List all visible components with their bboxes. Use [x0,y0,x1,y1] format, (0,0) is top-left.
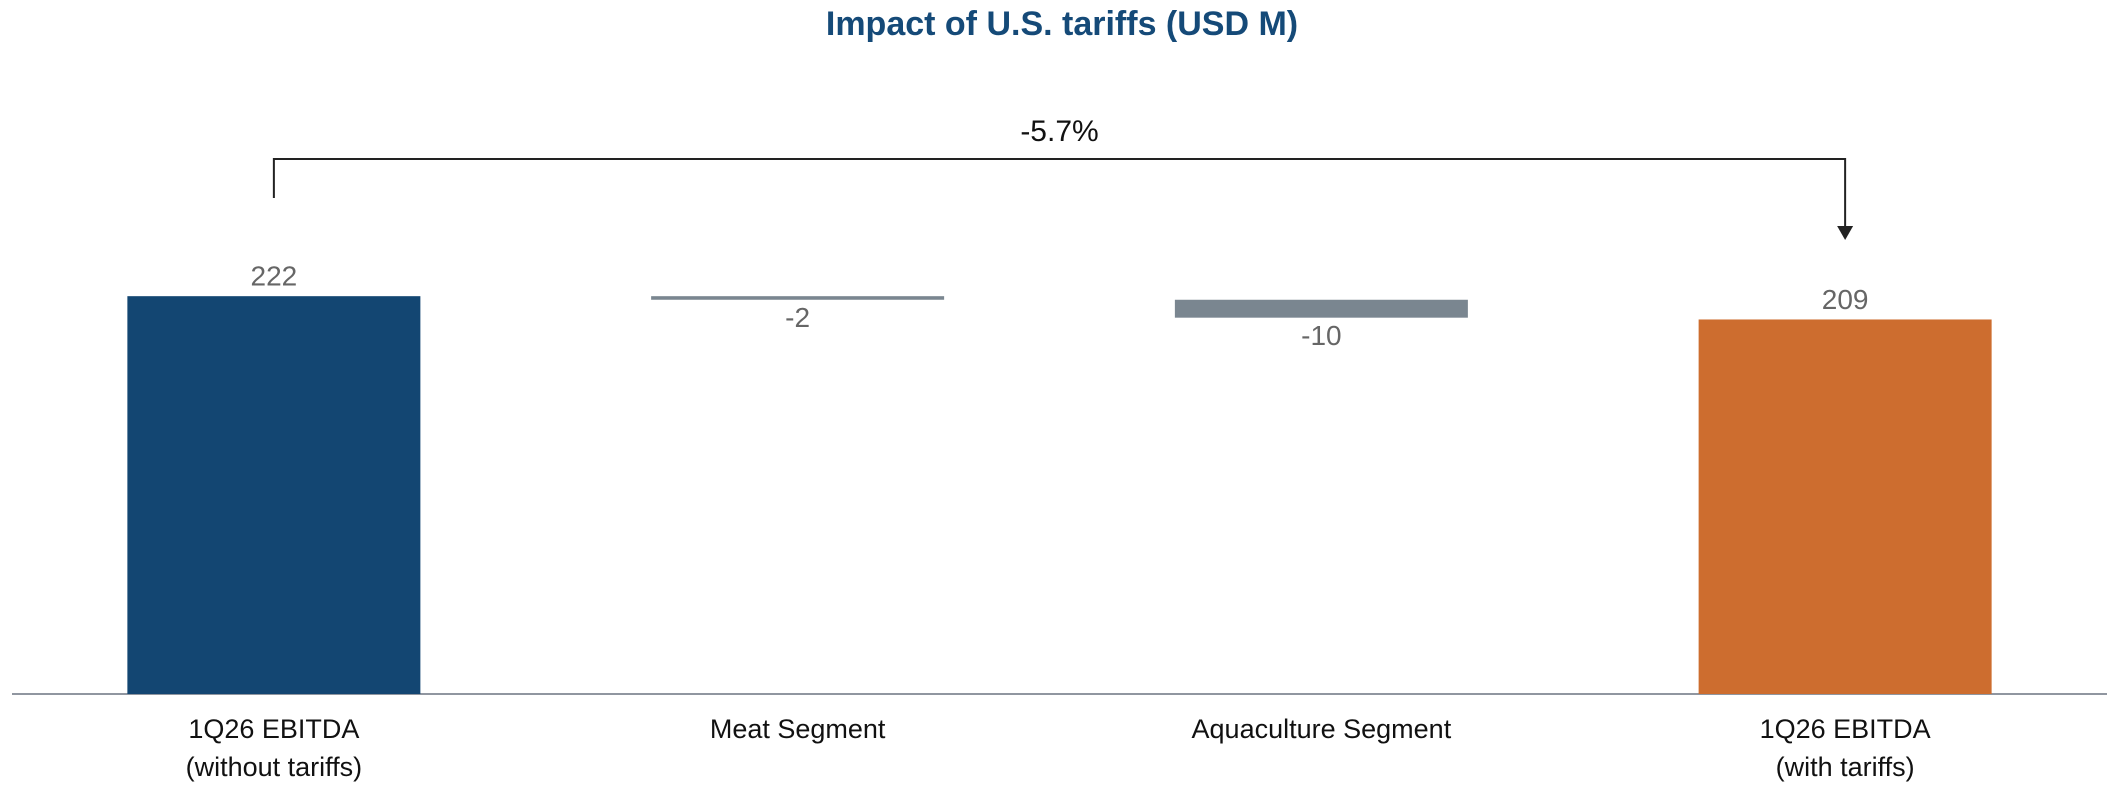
x-tick-label: 1Q26 EBITDA (without tariffs) [185,714,363,782]
bar [1698,319,1992,694]
data-label: -2 [785,302,810,333]
bar [651,296,945,300]
x-tick-label: 1Q26 EBITDA (with tariffs) [1759,714,1931,782]
x-tick-label: Aquaculture Segment [1191,714,1452,744]
chart-title: Impact of U.S. tariffs (USD M) [826,5,1298,43]
data-label: -10 [1301,320,1341,351]
bracket-arrow [1837,226,1854,240]
bracket [272,158,1847,228]
bar [1174,299,1468,318]
data-label: 222 [251,261,298,292]
data-label: 209 [1822,284,1869,315]
annotation: -5.7% [1020,115,1098,148]
bar [127,296,421,694]
x-tick-label: Meat Segment [709,714,886,744]
